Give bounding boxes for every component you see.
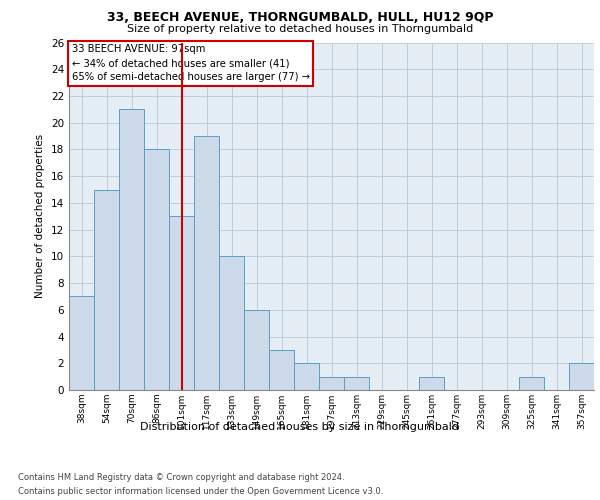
Text: Contains public sector information licensed under the Open Government Licence v3: Contains public sector information licen… [18, 488, 383, 496]
Text: 33, BEECH AVENUE, THORNGUMBALD, HULL, HU12 9QP: 33, BEECH AVENUE, THORNGUMBALD, HULL, HU… [107, 11, 493, 24]
Bar [244, 310, 269, 390]
Bar [119, 110, 144, 390]
Text: Distribution of detached houses by size in Thorngumbald: Distribution of detached houses by size … [140, 422, 460, 432]
Bar [569, 364, 594, 390]
Text: 33 BEECH AVENUE: 97sqm
← 34% of detached houses are smaller (41)
65% of semi-det: 33 BEECH AVENUE: 97sqm ← 34% of detached… [71, 44, 310, 82]
Bar [219, 256, 244, 390]
Text: Contains HM Land Registry data © Crown copyright and database right 2024.: Contains HM Land Registry data © Crown c… [18, 472, 344, 482]
Bar [144, 150, 169, 390]
Bar [94, 190, 119, 390]
Bar [194, 136, 219, 390]
Bar [344, 376, 369, 390]
Y-axis label: Number of detached properties: Number of detached properties [35, 134, 46, 298]
Bar [69, 296, 94, 390]
Bar [294, 364, 319, 390]
Bar [319, 376, 344, 390]
Bar [269, 350, 294, 390]
Text: Size of property relative to detached houses in Thorngumbald: Size of property relative to detached ho… [127, 24, 473, 34]
Bar [519, 376, 544, 390]
Bar [169, 216, 194, 390]
Bar [419, 376, 444, 390]
